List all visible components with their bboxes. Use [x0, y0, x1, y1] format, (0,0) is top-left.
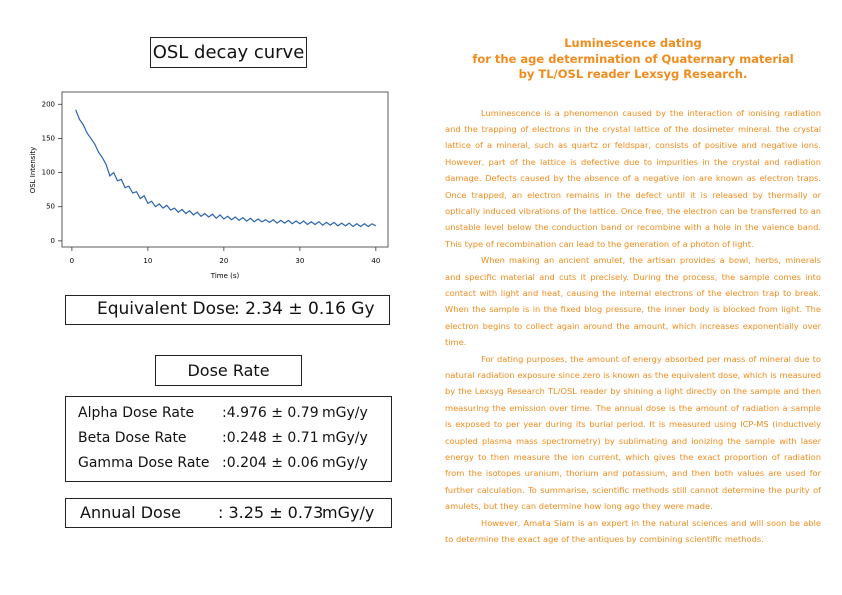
rate-value: :0.248 ± 0.71 [222, 430, 319, 446]
article-heading: Luminescence dating for the age determina… [445, 36, 821, 83]
y-axis-label: OSL Intensity [29, 147, 37, 194]
x-tick-label: 40 [371, 257, 380, 265]
x-tick-label: 20 [219, 257, 228, 265]
value: : 2.34 ± 0.16 Gy [234, 299, 375, 319]
dose-rate-box: Alpha Dose Rate:4.976 ± 0.79 mGy/y Beta Do… [65, 396, 392, 482]
unit: mGy/y [322, 503, 375, 522]
rate-value: :4.976 ± 0.79 [222, 405, 319, 421]
paragraph: However, Amata Siam is an expert in the … [445, 517, 821, 545]
heading-line: for the age determination of Quaternary … [472, 51, 794, 66]
x-tick-label: 0 [70, 257, 74, 265]
rate-label: Gamma Dose Rate [78, 455, 210, 471]
y-tick-label: 50 [46, 203, 55, 211]
rate-unit: mGy/y [322, 455, 368, 471]
paragraph: Luminescence is a phenomenon caused by t… [445, 107, 821, 249]
heading-line: by TL/OSL reader Lexsyg Research. [518, 67, 748, 81]
plot-frame [61, 91, 389, 248]
y-tick-label: 100 [42, 169, 55, 177]
y-tick-label: 0 [51, 237, 55, 245]
data-line [75, 109, 377, 228]
y-tick-label: 200 [42, 100, 55, 108]
equivalent-dose-box: Equivalent Dose : 2.34 ± 0.16 Gy [65, 295, 390, 325]
article: Luminescence dating for the age determina… [445, 36, 821, 547]
paragraph: For dating purposes, the amount of energ… [445, 353, 821, 512]
rate-label: Beta Dose Rate [78, 430, 187, 446]
rate-value: :0.204 ± 0.06 [222, 455, 319, 471]
label: Equivalent Dose [97, 299, 236, 319]
x-tick-label: 10 [143, 257, 152, 265]
y-tick-label: 150 [42, 134, 55, 142]
chart-title: OSL decay curve [150, 37, 307, 68]
rate-label: Alpha Dose Rate [78, 405, 195, 421]
dose-rate-title: Dose Rate [155, 355, 302, 386]
rate-unit: mGy/y [322, 430, 368, 446]
x-tick-label: 30 [295, 257, 304, 265]
annual-dose-box: Annual Dose : 3.25 ± 0.73 mGy/y [65, 498, 392, 528]
heading-line: Luminescence dating [564, 36, 702, 50]
rate-unit: mGy/y [322, 405, 368, 421]
x-axis-label: Time (s) [210, 272, 240, 280]
value: : 3.25 ± 0.73 [218, 503, 324, 522]
paragraph: When making an ancient amulet, the artis… [445, 255, 821, 348]
label: Annual Dose [80, 503, 181, 522]
